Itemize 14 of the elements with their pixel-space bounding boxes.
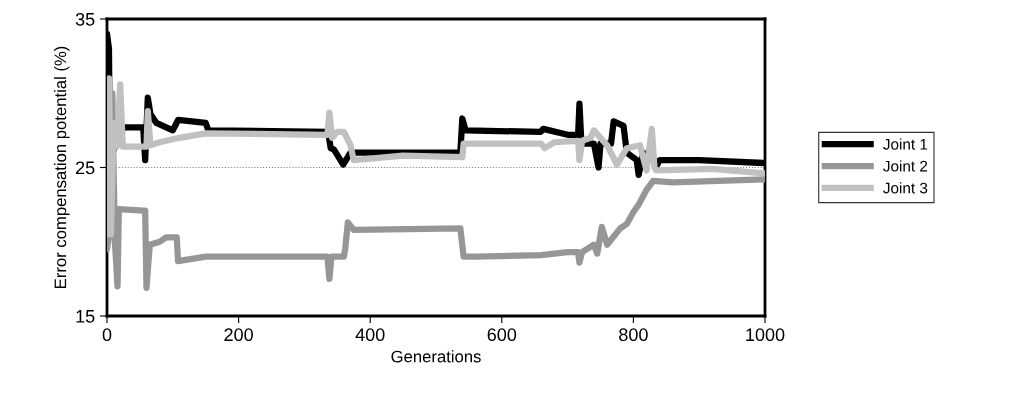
- y-tick-label: 15: [76, 310, 95, 323]
- legend-label: Joint 3: [883, 182, 928, 194]
- x-tick-label: 800: [619, 328, 648, 342]
- y-tick-label: 35: [75, 12, 95, 26]
- legend-label: Joint 1: [883, 138, 928, 150]
- y-axis-title: Error compensation potential (%): [54, 46, 70, 288]
- x-tick-label: 0: [102, 328, 112, 342]
- x-tick-label: 1000: [746, 328, 785, 342]
- y-tick-label: 25: [76, 161, 95, 175]
- x-tick-label: 600: [487, 328, 517, 342]
- x-tick-label: 200: [224, 328, 253, 342]
- x-tick-label: 400: [355, 328, 385, 342]
- legend-label: Joint 2: [883, 160, 928, 172]
- x-axis-title: Generations: [391, 350, 481, 363]
